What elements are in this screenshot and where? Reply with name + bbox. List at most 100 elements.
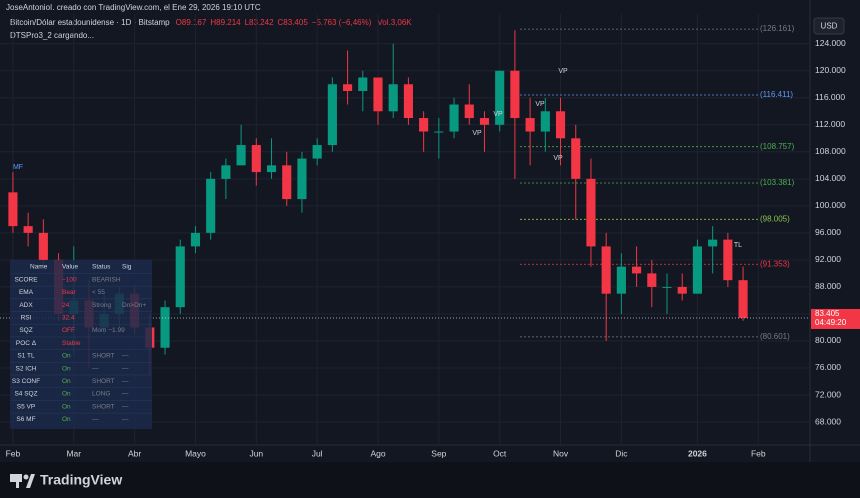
candle-body (540, 111, 550, 132)
candle-body (358, 77, 368, 92)
panel-cell: S5 VP (17, 403, 35, 410)
panel-header: Name (30, 264, 48, 271)
x-tick-label: Ago (370, 448, 385, 458)
candle-body (419, 118, 429, 132)
panel-cell: SCORE (14, 276, 38, 283)
quote-value: −5.763 (−6,46%) (312, 18, 372, 27)
panel-cell: RSI (21, 315, 32, 322)
annotation: VP (558, 68, 568, 75)
candle-body (495, 70, 505, 125)
candle-body (738, 280, 748, 318)
y-tick-label: 92.000 (815, 254, 841, 264)
y-tick-label: 88.000 (815, 281, 841, 291)
candle-body (464, 104, 474, 119)
candle-body (327, 84, 337, 146)
candle-body (297, 158, 307, 200)
candle-body (221, 165, 231, 179)
panel-cell: Bear (62, 289, 77, 296)
level-label: (103.381) (760, 178, 795, 187)
author-line: JoseAntonioI. creado con TradingView.com… (6, 3, 261, 12)
panel-cell: Stable (62, 340, 81, 347)
candle-body (616, 266, 626, 294)
last-price-label: 83.405 (815, 309, 840, 318)
quote-value: O89.167 (176, 18, 207, 27)
currency[interactable]: USD (821, 22, 838, 31)
panel-cell: −100 (62, 276, 77, 283)
candle-body (23, 226, 33, 233)
y-tick-label: 76.000 (815, 362, 841, 372)
x-tick-label: Feb (751, 448, 766, 458)
x-tick-label: Jun (249, 448, 263, 458)
candle-body (723, 239, 733, 281)
panel-cell: SQZ (19, 327, 32, 334)
x-tick-label: Jul (312, 448, 323, 458)
panel-cell: Dn>Dn+ (122, 302, 146, 309)
panel-cell: Mom −1.99 (92, 327, 125, 334)
panel-cell: — (92, 365, 99, 372)
panel-cell: On (62, 378, 71, 385)
x-tick-label: Oct (493, 448, 507, 458)
panel-cell: — (122, 353, 129, 360)
volume: Vol.3,06K (377, 18, 412, 27)
panel-cell: SHORT (92, 378, 115, 385)
candle-body (388, 84, 398, 112)
last-price-box (811, 308, 860, 329)
candle-body (601, 246, 611, 294)
panel-cell: On (62, 403, 71, 410)
panel-cell: — (122, 391, 129, 398)
candle-body (677, 286, 687, 294)
footer-bar (0, 462, 860, 498)
candle-body (343, 84, 353, 92)
currency-button[interactable] (813, 17, 845, 35)
y-tick-label: 104.000 (815, 173, 846, 183)
quote-value: L83.242 (245, 18, 274, 27)
candle-body (571, 138, 581, 179)
panel-cell: On (62, 391, 71, 398)
candle-body (449, 104, 459, 132)
annotation: VP (493, 111, 503, 118)
x-tick-label: 2026 (688, 448, 707, 458)
panel-cell: S3 CONF (12, 378, 40, 385)
brand-logo (10, 474, 35, 488)
y-tick-label: 116.000 (815, 92, 845, 102)
panel-cell: S1 TL (17, 353, 35, 360)
symbol: Bitcoin/Dólar estadounidense · 1D · Bits… (10, 18, 170, 27)
candle-body (282, 165, 292, 200)
y-tick-label: 80.000 (815, 335, 841, 345)
brand: TradingView (40, 472, 122, 488)
annotation: VP (472, 130, 482, 137)
panel-cell: OFF (62, 327, 75, 334)
panel-cell: — (92, 416, 99, 423)
level-label: (108.757) (760, 142, 795, 151)
panel-cell: LONG (92, 391, 110, 398)
level-label: (98.005) (760, 214, 790, 223)
quote-value: C83.405 (278, 18, 309, 27)
panel-cell: ADX (19, 302, 33, 309)
candle-body (160, 307, 170, 348)
panel-cell: On (62, 365, 71, 372)
panel-cell: SHORT (92, 403, 115, 410)
candle-body (403, 84, 413, 119)
annotation: TL (734, 242, 742, 249)
x-tick-label: Sep (431, 448, 446, 458)
candle-body (479, 118, 490, 125)
panel-cell: — (122, 416, 129, 423)
panel-header: Sig (122, 264, 132, 271)
panel-cell: S2 ICH (16, 365, 37, 372)
y-tick-label: 120.000 (815, 65, 846, 75)
level-label: (116.411) (760, 90, 793, 99)
panel-cell: Strong (92, 302, 112, 309)
panel-cell: SHORT (92, 353, 115, 360)
x-tick-label: Feb (6, 448, 21, 458)
countdown: 04:49:20 (815, 318, 847, 327)
panel-header: Status (92, 264, 111, 271)
panel-cell: On (62, 353, 71, 360)
indicator-status: DTSPro3_2 cargando... (10, 31, 94, 40)
candle-body (266, 165, 277, 173)
x-tick-label: Mayo (185, 448, 206, 458)
annotation: MF (13, 164, 23, 171)
panel-cell: S4 SQZ (14, 391, 37, 398)
x-tick-label: Abr (128, 448, 141, 458)
